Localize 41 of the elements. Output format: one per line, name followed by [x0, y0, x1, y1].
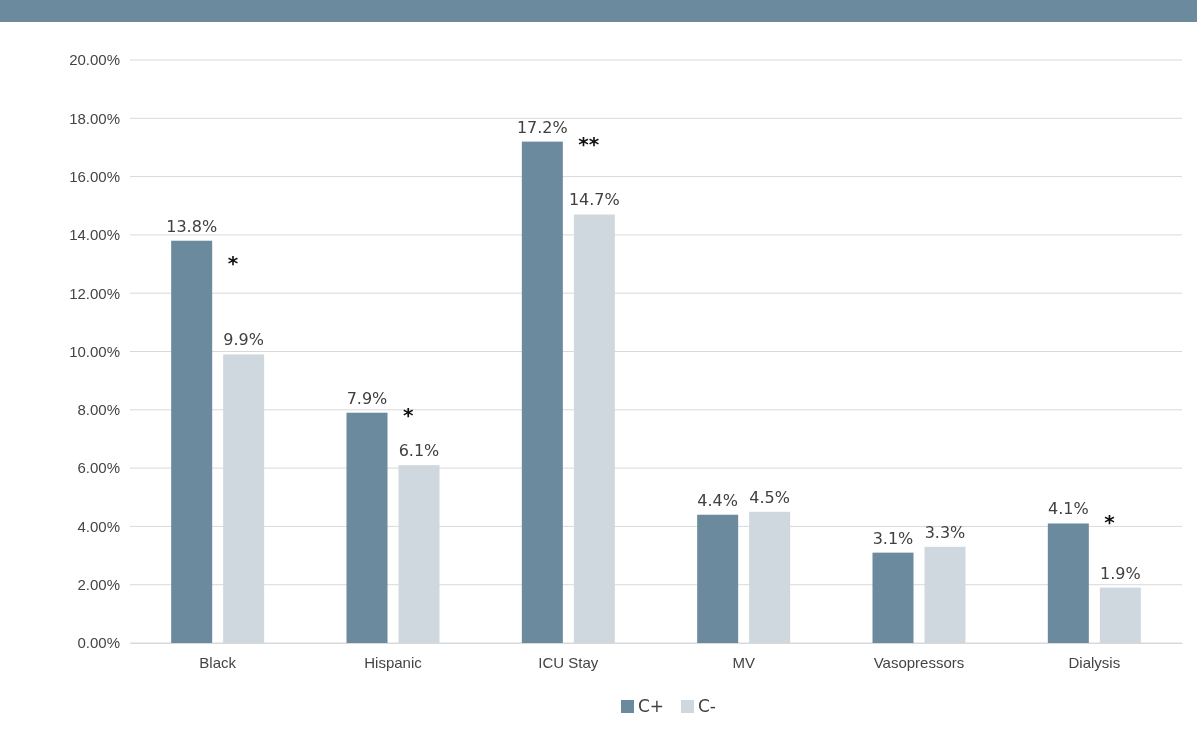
y-tick-label: 12.00%: [69, 284, 120, 302]
y-tick-label: 2.00%: [77, 576, 120, 593]
y-tick-label: 10.00%: [69, 342, 120, 360]
bar: [346, 412, 388, 643]
x-tick-label: Hispanic: [364, 653, 423, 671]
legend-label: C+: [638, 696, 665, 716]
data-label: 7.9%: [346, 388, 388, 408]
y-tick-label: 0.00%: [77, 634, 120, 652]
x-tick-label: Black: [199, 653, 237, 671]
data-label: 6.1%: [398, 441, 440, 461]
y-tick-label: 20.00%: [69, 51, 120, 69]
y-tick-label: 16.00%: [69, 167, 120, 185]
x-tick-label: Vasopressors: [873, 653, 965, 671]
annotation: *: [1104, 510, 1116, 534]
bar: [697, 514, 739, 643]
data-label: 9.9%: [223, 330, 264, 350]
y-tick-label: 6.00%: [77, 459, 120, 477]
x-tick-label: Dialysis: [1068, 653, 1121, 671]
data-label: 4.1%: [1048, 499, 1089, 519]
data-label: 17.2%: [516, 117, 568, 137]
annotation: *: [403, 403, 414, 427]
annotation: *: [227, 251, 239, 275]
y-tick-label: 8.00%: [77, 401, 120, 419]
data-label: 4.4%: [697, 490, 738, 510]
data-label: 14.7%: [568, 190, 620, 210]
bar: [521, 141, 563, 643]
x-tick-label: MV: [732, 653, 755, 671]
bar: [872, 552, 914, 643]
legend-label: C-: [698, 696, 717, 716]
data-label: 3.3%: [924, 522, 966, 542]
y-tick-label: 4.00%: [77, 517, 120, 535]
y-tick-label: 18.00%: [69, 109, 120, 127]
y-tick-label: 14.00%: [69, 226, 120, 244]
data-label: 13.8%: [166, 216, 218, 236]
annotation: **: [578, 132, 600, 156]
bar: [1047, 523, 1089, 643]
bar: [171, 240, 213, 643]
data-label: 3.1%: [872, 528, 914, 548]
data-label: 1.9%: [1100, 563, 1141, 583]
data-label: 4.5%: [749, 487, 790, 507]
x-tick-label: ICU Stay: [538, 653, 599, 671]
